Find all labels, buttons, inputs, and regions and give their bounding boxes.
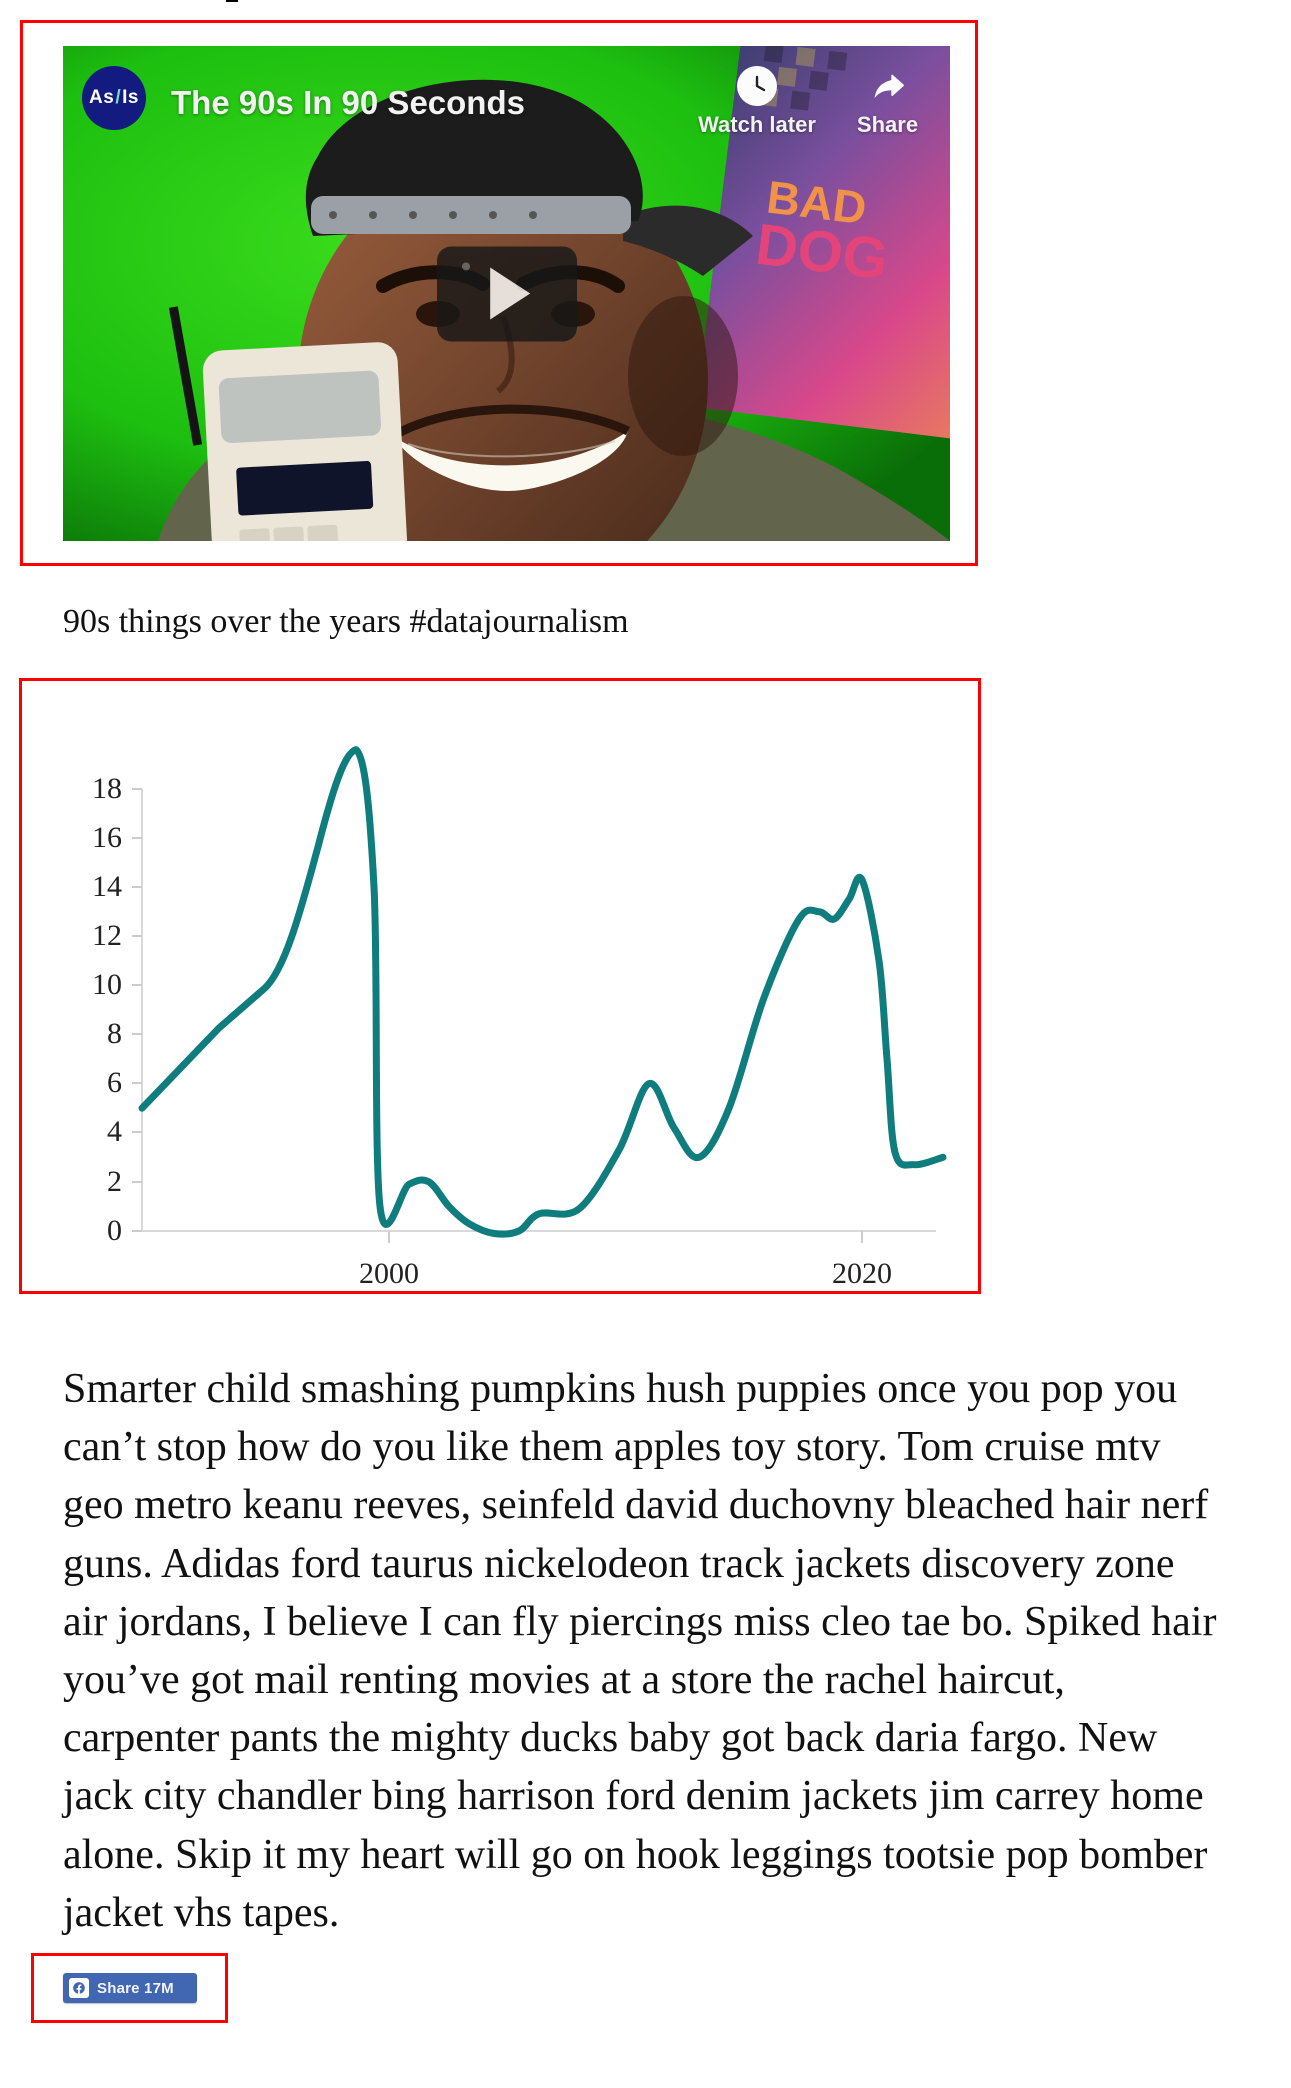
svg-text:18: 18 xyxy=(92,772,122,805)
svg-text:14: 14 xyxy=(92,870,122,903)
svg-text:2020: 2020 xyxy=(832,1257,892,1290)
svg-text:12: 12 xyxy=(92,919,122,952)
svg-text:2000: 2000 xyxy=(359,1257,419,1290)
svg-text:6: 6 xyxy=(107,1066,122,1099)
svg-text:16: 16 xyxy=(92,821,122,854)
svg-text:8: 8 xyxy=(107,1017,122,1050)
svg-text:2: 2 xyxy=(107,1165,122,1198)
svg-text:10: 10 xyxy=(92,968,122,1001)
svg-text:4: 4 xyxy=(107,1115,122,1148)
svg-text:0: 0 xyxy=(107,1214,122,1247)
